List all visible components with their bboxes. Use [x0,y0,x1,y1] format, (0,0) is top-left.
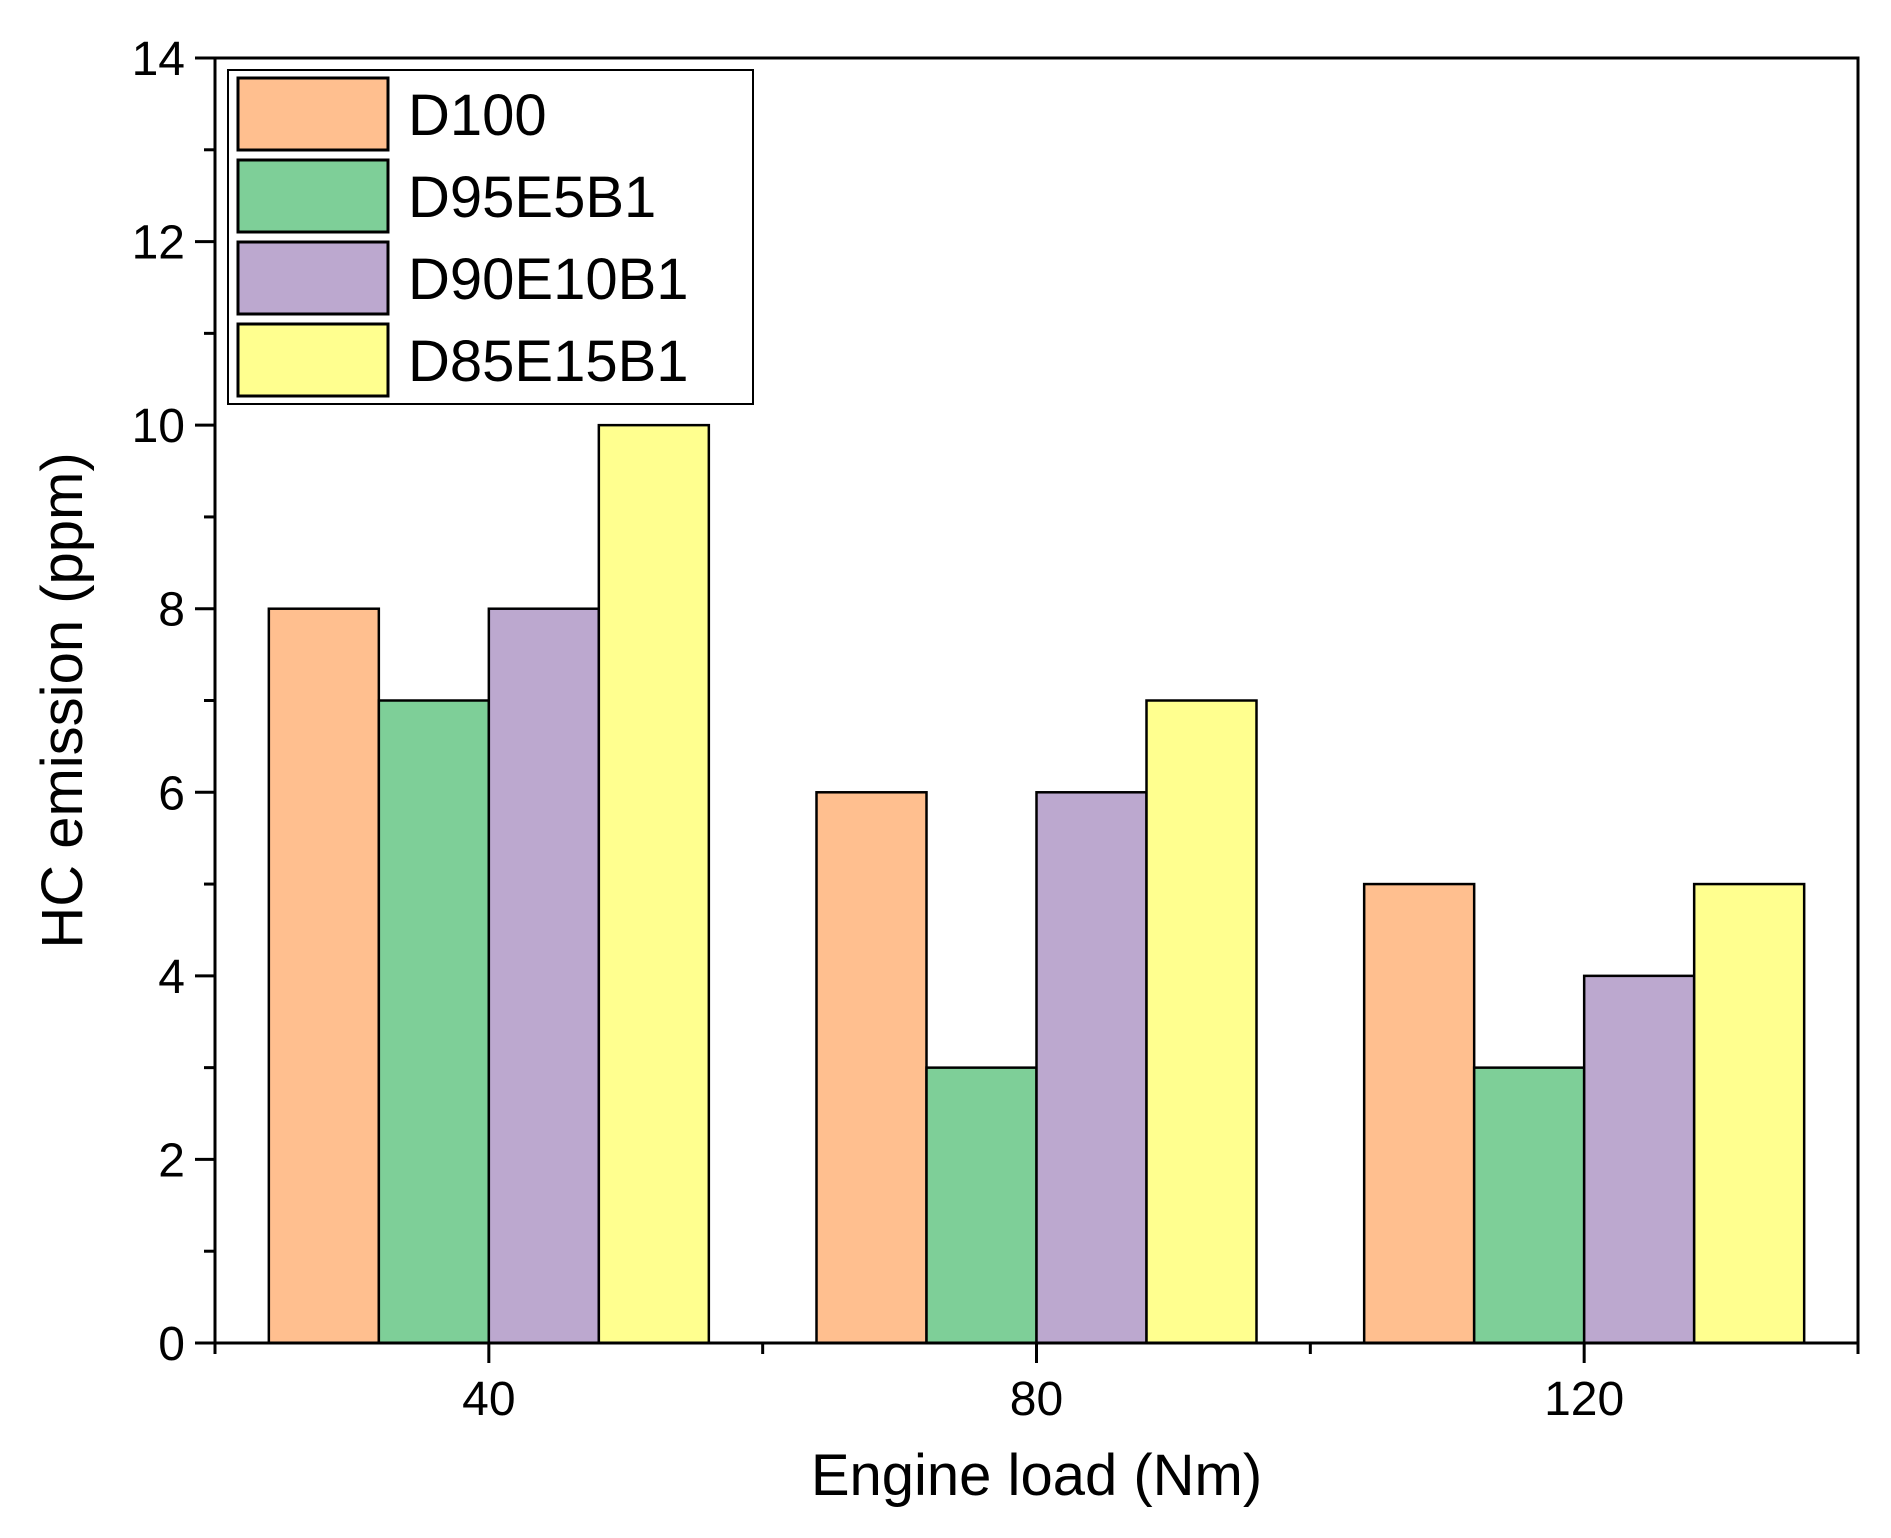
bar-D100-120 [1362,882,1476,1345]
bar-D100-40 [267,607,381,1345]
legend-label-D100: D100 [408,83,547,148]
bar-D90E10B1-80 [1035,791,1148,1345]
y-tick-label: 2 [158,1134,185,1187]
legend-swatch-D90E10B1 [236,240,390,316]
y-tick-label: 10 [132,400,185,453]
y-axis: 0 2 4 6 8 10 12 14 [132,33,215,1371]
x-tick-label: 40 [462,1373,515,1426]
bar-D85E15B1-40 [597,423,711,1345]
legend-label-D90E10B1: D90E10B1 [408,247,689,312]
y-tick-label: 12 [132,217,185,270]
bar-D95E5B1-120 [1472,1066,1586,1345]
x-tick-label: 120 [1544,1373,1624,1426]
y-tick-label: 8 [158,584,185,637]
x-axis-title: Engine load (Nm) [811,1443,1262,1508]
bar-D95E5B1-40 [377,699,491,1345]
legend-swatch-D100 [236,76,390,152]
bar-D90E10B1-40 [487,607,601,1345]
legend-swatch-D95E5B1 [236,158,390,234]
legend-label-D95E5B1: D95E5B1 [408,165,656,230]
bar-D85E15B1-120 [1692,882,1806,1345]
bar-D85E15B1-80 [1145,699,1258,1345]
y-tick-label: 4 [158,951,185,1004]
y-tick-label: 14 [132,33,185,86]
legend-label-D85E15B1: D85E15B1 [408,329,689,394]
x-tick-label: 80 [1010,1373,1063,1426]
x-axis: 40 80 120 [213,1343,1860,1426]
bars-group [267,423,1806,1345]
bar-D90E10B1-120 [1582,974,1696,1345]
legend-swatch-D85E15B1 [236,322,390,398]
y-axis-title: HC emission (ppm) [30,452,95,948]
bar-D100-80 [815,791,928,1345]
y-tick-label: 0 [158,1318,185,1371]
legend: D100 D95E5B1 D90E10B1 D85E15B1 [227,69,754,405]
y-tick-label: 6 [158,767,185,820]
bar-D95E5B1-80 [925,1066,1038,1345]
